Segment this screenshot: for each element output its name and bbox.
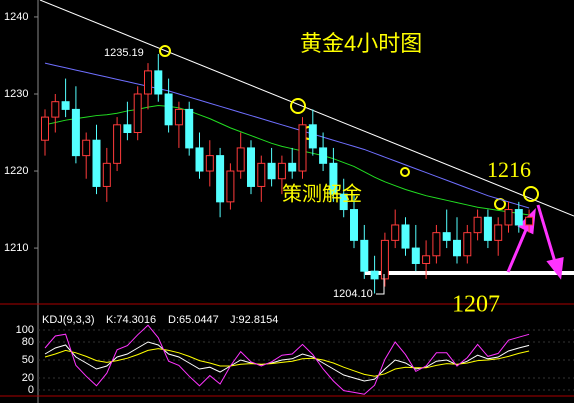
y-tick-label: 100 bbox=[16, 324, 34, 336]
panel-title: KDJ(9,3,3) bbox=[42, 314, 95, 326]
candle-body bbox=[61, 101, 70, 110]
legend-label: K:74.3016 bbox=[106, 314, 156, 326]
legend-label: J:92.8154 bbox=[230, 314, 278, 326]
series-line bbox=[44, 341, 530, 382]
candle-body bbox=[380, 239, 389, 280]
series-line bbox=[44, 62, 530, 209]
y-tick-label: 80 bbox=[22, 336, 34, 348]
annotation: 策测解金 bbox=[282, 182, 362, 205]
candle-body bbox=[82, 139, 91, 157]
candle-body bbox=[71, 108, 80, 157]
candle-body bbox=[298, 124, 307, 172]
candle-body bbox=[391, 224, 400, 241]
candle-body bbox=[288, 162, 297, 172]
y-tick-label: 1230 bbox=[4, 88, 28, 100]
candle-body bbox=[442, 232, 451, 241]
candle-body bbox=[422, 255, 431, 264]
candle-body bbox=[205, 155, 214, 172]
series-line bbox=[44, 348, 530, 377]
candle-body bbox=[247, 147, 255, 187]
candle-body bbox=[432, 232, 441, 257]
candle-body bbox=[185, 108, 194, 149]
legend-label: D:65.0447 bbox=[168, 314, 219, 326]
annotation: 1207 bbox=[452, 292, 500, 318]
y-tick-label: 50 bbox=[22, 354, 34, 366]
series-line bbox=[44, 324, 530, 395]
candle-body bbox=[164, 93, 173, 126]
candle-body bbox=[133, 93, 142, 134]
y-tick-label: 1220 bbox=[4, 165, 28, 177]
annotation: 1216 bbox=[487, 157, 531, 182]
candle-body bbox=[102, 162, 111, 187]
annotation: 1204.10 bbox=[333, 288, 373, 300]
candle-body bbox=[216, 155, 225, 203]
candle-body bbox=[123, 124, 132, 134]
y-tick-label: 20 bbox=[22, 372, 34, 384]
annotation: 1235.19 bbox=[104, 47, 144, 59]
candle-body bbox=[350, 209, 358, 241]
candle-body bbox=[401, 224, 410, 249]
candle-body bbox=[308, 124, 317, 149]
candle-body bbox=[154, 70, 163, 95]
candle-body bbox=[504, 209, 513, 226]
trend-line bbox=[39, 0, 574, 217]
pointer bbox=[376, 274, 385, 295]
candle-body bbox=[226, 170, 235, 203]
candle-body bbox=[473, 216, 482, 234]
y-tick-label: 1240 bbox=[4, 11, 28, 23]
series-line bbox=[44, 105, 530, 216]
candle-body bbox=[195, 147, 204, 172]
candle-body bbox=[370, 270, 379, 280]
candle-body bbox=[319, 147, 328, 164]
candle-body bbox=[525, 216, 534, 226]
candle-body bbox=[92, 139, 101, 187]
candle-body bbox=[514, 209, 523, 226]
candle-body bbox=[113, 124, 122, 164]
chart-title: 黄金4小时图 bbox=[300, 31, 422, 56]
candle-body bbox=[411, 247, 420, 264]
candle-body bbox=[329, 162, 338, 195]
candle-body bbox=[174, 108, 183, 126]
y-tick-label: 1210 bbox=[4, 242, 28, 254]
candle-body bbox=[453, 239, 461, 257]
candle-body bbox=[360, 239, 369, 272]
candle-body bbox=[267, 162, 276, 180]
candle-body bbox=[483, 216, 492, 241]
candle-body bbox=[51, 101, 60, 118]
candle-body bbox=[463, 232, 472, 257]
candle-body bbox=[339, 193, 348, 211]
candle-body bbox=[494, 224, 503, 241]
candle-body bbox=[277, 162, 286, 180]
candle-body bbox=[257, 162, 266, 187]
y-tick-label: 0 bbox=[28, 384, 34, 396]
candle-body bbox=[144, 70, 152, 95]
candle-body bbox=[41, 116, 49, 141]
candle-body bbox=[236, 147, 245, 172]
